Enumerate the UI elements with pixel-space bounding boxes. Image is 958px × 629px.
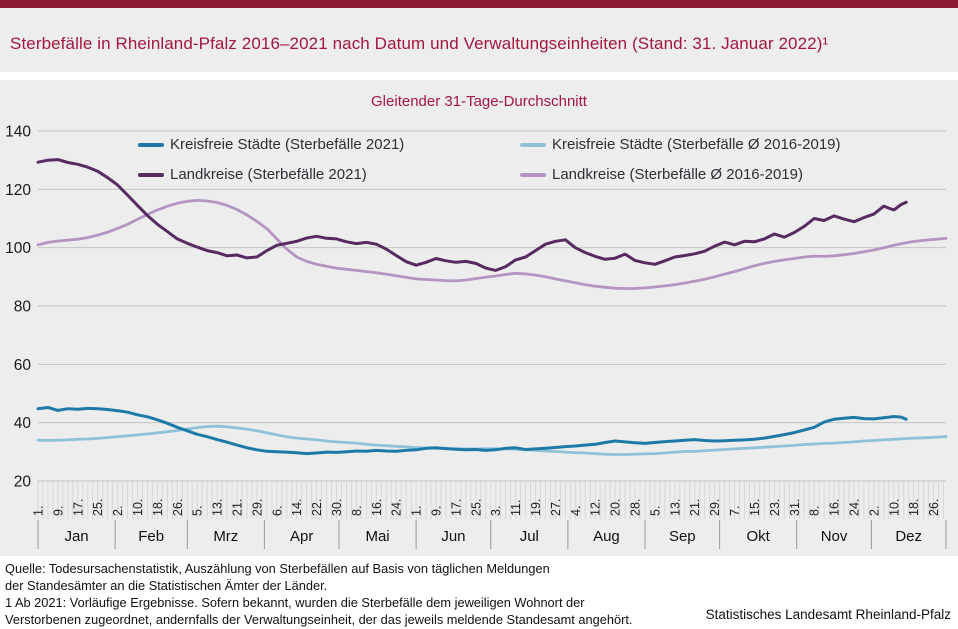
x-axis-month-label: Jul <box>520 528 539 545</box>
y-axis-tick-label: 120 <box>5 182 31 199</box>
footer: Quelle: Todesursachenstatistik, Auszählu… <box>0 556 958 629</box>
legend-line-swatch <box>138 172 164 177</box>
x-axis-date-label: 28. <box>629 499 643 516</box>
x-axis-date-label: 13. <box>211 499 225 516</box>
x-axis-date-label: 20. <box>609 499 623 516</box>
series-line-0 <box>36 406 908 456</box>
x-axis-date-label: 19. <box>529 499 543 516</box>
x-axis-date-label: 8. <box>808 506 822 516</box>
x-axis-date-label: 23. <box>768 499 782 516</box>
x-axis-date-label: 24. <box>390 499 404 516</box>
x-axis-date-label: 21. <box>688 499 702 516</box>
legend-label: Landkreise (Sterbefälle Ø 2016-2019) <box>552 166 803 183</box>
legend-label: Kreisfreie Städte (Sterbefälle 2021) <box>170 136 405 153</box>
legend-item: Landkreise (Sterbefälle Ø 2016-2019) <box>520 166 898 183</box>
x-axis-month-label: Dez <box>895 528 922 545</box>
x-axis-date-label: 2. <box>111 506 125 516</box>
x-axis-date-label: 27. <box>549 499 563 516</box>
x-axis-date-label: 18. <box>907 499 921 516</box>
x-axis-month-label: Feb <box>138 528 164 545</box>
legend-item: Kreisfreie Städte (Sterbefälle Ø 2016-20… <box>520 136 898 153</box>
x-axis-month-label: Mai <box>365 528 389 545</box>
y-axis-tick-label: 20 <box>14 474 32 491</box>
x-axis-date-label: 31. <box>788 499 802 516</box>
source-note-line: 1 Ab 2021: Vorläufige Ergebnisse. Sofern… <box>5 595 585 610</box>
x-axis-date-label: 4. <box>569 506 583 516</box>
x-axis-date-label: 26. <box>171 499 185 516</box>
legend-label: Kreisfreie Städte (Sterbefälle Ø 2016-20… <box>552 136 841 153</box>
x-axis-date-label: 12. <box>589 499 603 516</box>
x-axis-date-label: 22. <box>310 499 324 516</box>
x-axis-date-label: 1. <box>32 506 46 516</box>
chart-subtitle: Gleitender 31-Tage-Durchschnitt <box>371 93 587 110</box>
title-block: Sterbefälle in Rheinland-Pfalz 2016–2021… <box>0 8 958 72</box>
x-axis-date-label: 18. <box>151 499 165 516</box>
x-axis-date-label: 21. <box>231 499 245 516</box>
x-axis-date-label: 11. <box>509 500 523 516</box>
x-axis-month-label: Apr <box>290 528 313 545</box>
source-note-line: Quelle: Todesursachenstatistik, Auszählu… <box>5 561 550 576</box>
x-axis-date-label: 24. <box>847 499 861 516</box>
x-axis-date-label: 9. <box>430 506 444 516</box>
x-axis-date-label: 15. <box>748 499 762 516</box>
x-axis-date-label: 7. <box>728 506 742 516</box>
legend-label: Landkreise (Sterbefälle 2021) <box>170 166 367 183</box>
source-note: Quelle: Todesursachenstatistik, Auszählu… <box>5 560 958 628</box>
publisher-label: Statistisches Landesamt Rheinland-Pfalz <box>705 607 951 622</box>
x-axis-date-label: 2. <box>867 506 881 516</box>
x-axis-date-label: 10. <box>887 499 901 516</box>
x-axis-month-label: Sep <box>669 528 696 545</box>
page-title: Sterbefälle in Rheinland-Pfalz 2016–2021… <box>10 34 829 53</box>
y-axis-tick-label: 140 <box>5 124 31 141</box>
chart-plot: 20 40 60 80 100 120 140 1. 9. 17. 25. 2. 10. 18. 26. 5.… <box>5 124 948 549</box>
legend-item: Landkreise (Sterbefälle 2021) <box>138 166 520 183</box>
y-axis-tick-label: 80 <box>14 299 32 316</box>
x-axis-date-label: 9. <box>51 506 65 516</box>
x-axis-date-label: 25. <box>469 499 483 516</box>
y-axis-tick-label: 60 <box>14 357 32 374</box>
x-axis-date-label: 26. <box>927 499 941 516</box>
x-axis-month-label: Okt <box>747 528 771 545</box>
x-axis-date-label: 1. <box>410 506 424 516</box>
x-axis-date-label: 13. <box>668 499 682 516</box>
brand-color-bar <box>0 0 958 8</box>
x-axis-month-label: Mrz <box>213 528 238 545</box>
x-axis-date-label: 16. <box>828 499 842 516</box>
x-axis-date-label: 14. <box>290 499 304 516</box>
x-axis-date-label: 5. <box>648 506 662 516</box>
chart-legend: Kreisfreie Städte (Sterbefälle 2021) Krei… <box>138 136 898 183</box>
x-axis-date-label: 30. <box>330 499 344 516</box>
x-axis-date-label: 25. <box>91 499 105 516</box>
x-axis-date-label: 29. <box>250 499 264 516</box>
legend-line-swatch <box>520 172 546 177</box>
series-line-2 <box>36 158 908 272</box>
source-note-line: Verstorbenen zugeordnet, andernfalls der… <box>5 612 633 627</box>
y-axis-tick-label: 40 <box>14 415 32 432</box>
x-axis-month-label: Jun <box>441 528 465 545</box>
chart-panel: Gleitender 31-Tage-Durchschnitt Kreisfre… <box>0 80 958 556</box>
x-axis-date-label: 3. <box>489 506 503 516</box>
x-axis-month-label: Jan <box>64 528 88 545</box>
x-axis-date-label: 29. <box>708 499 722 516</box>
x-axis-date-label: 17. <box>449 499 463 516</box>
legend-item: Kreisfreie Städte (Sterbefälle 2021) <box>138 136 520 153</box>
x-axis-month-label: Aug <box>593 528 620 545</box>
x-axis-month-label: Nov <box>821 528 848 545</box>
x-axis-date-label: 10. <box>131 499 145 516</box>
x-axis-date-label: 17. <box>71 499 85 516</box>
y-axis-tick-label: 100 <box>5 240 31 257</box>
x-axis-date-label: 8. <box>350 506 364 516</box>
legend-line-swatch <box>138 142 164 147</box>
series-line-3 <box>36 199 948 290</box>
x-axis-date-label: 16. <box>370 499 384 516</box>
legend-line-swatch <box>520 142 546 147</box>
source-note-line: der Standesämter an die Statistischen Äm… <box>5 578 328 593</box>
x-axis-date-label: 6. <box>270 506 284 516</box>
x-axis-date-label: 5. <box>191 506 205 516</box>
